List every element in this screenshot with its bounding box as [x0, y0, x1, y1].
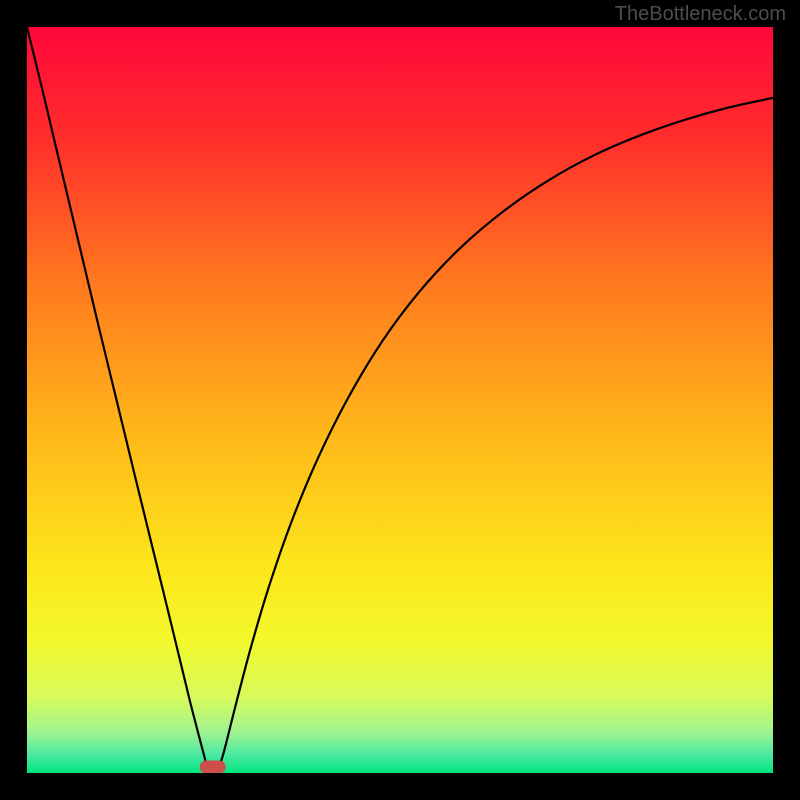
plot-svg	[27, 27, 773, 773]
plot-area	[27, 27, 773, 773]
minimum-marker	[200, 761, 226, 773]
gradient-background	[27, 27, 773, 773]
watermark-text: TheBottleneck.com	[615, 3, 786, 26]
